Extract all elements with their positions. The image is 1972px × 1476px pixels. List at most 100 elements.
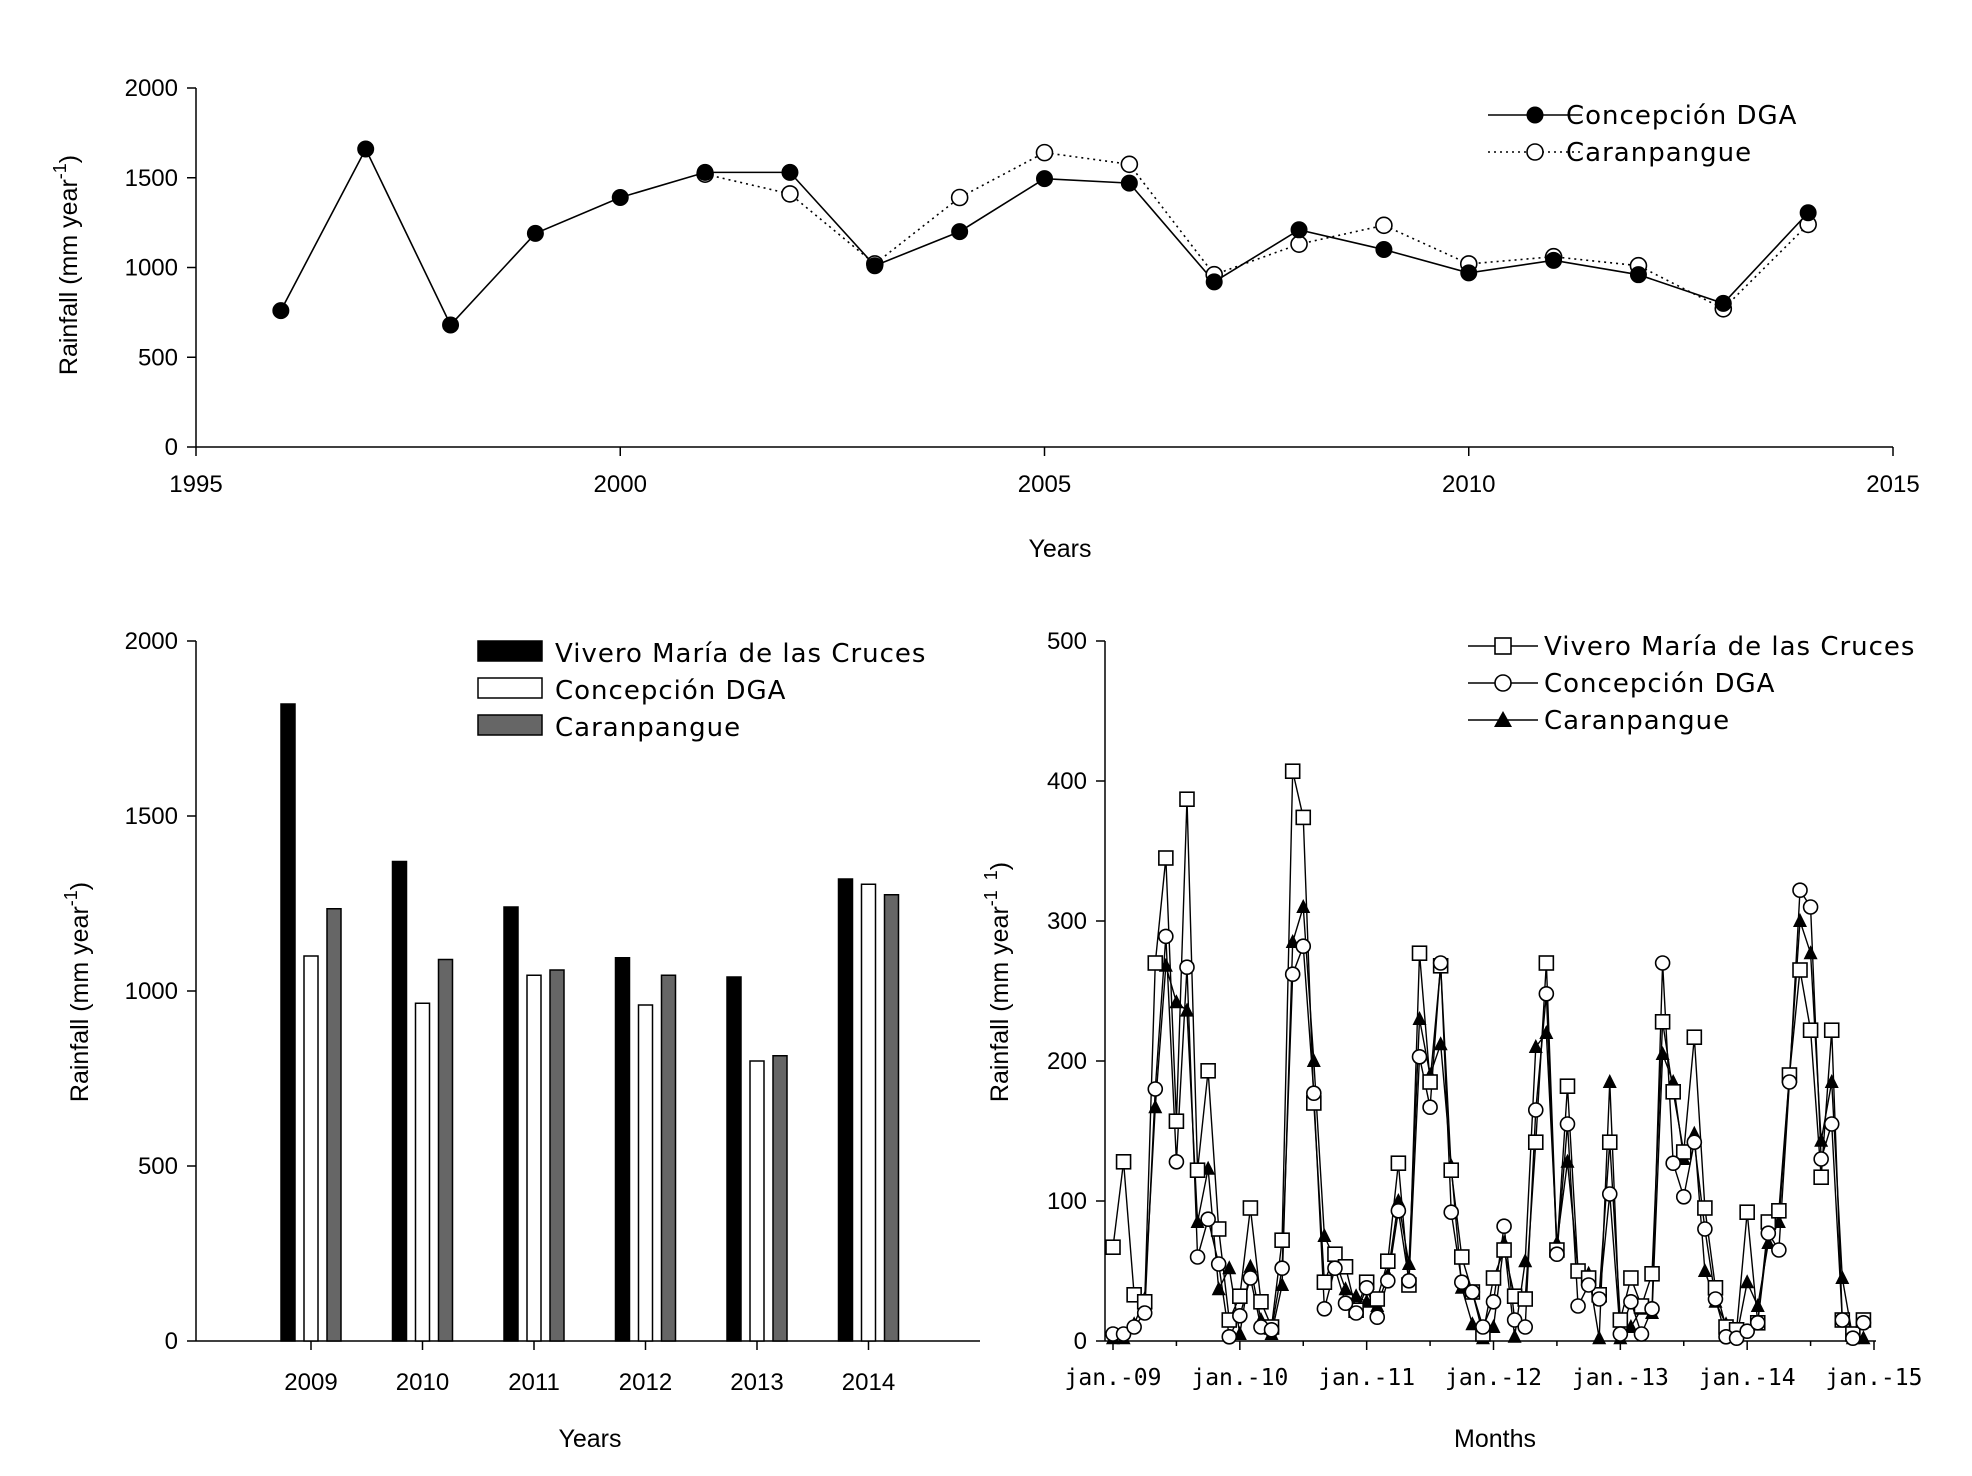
bar-y-tick-label: 0 <box>165 1328 178 1355</box>
data-point-concepcion-dga <box>781 163 799 181</box>
monthly-x-tick-label: jan.-10 <box>1191 1365 1288 1391</box>
data-point-concepcion-dga <box>696 163 714 181</box>
data-point-caranpangue <box>1835 1270 1850 1284</box>
data-point-vivero <box>1168 1113 1185 1129</box>
bar-x-tick-label: 2014 <box>842 1369 895 1396</box>
legend-filled-triangle-marker <box>1494 711 1512 727</box>
data-point-concepcion-dga <box>1432 955 1449 971</box>
data-point-vivero <box>1369 1291 1386 1307</box>
data-point-concepcion-dga <box>442 316 460 334</box>
annual-x-tick-label: 2010 <box>1442 471 1495 498</box>
data-point-concepcion-dga <box>1633 1326 1650 1342</box>
data-point-vivero <box>1527 1134 1544 1150</box>
data-point-vivero <box>1105 1239 1121 1255</box>
bar-x-tick-label: 2013 <box>730 1369 783 1396</box>
bar-caranpangue <box>883 894 900 1342</box>
data-point-caranpangue <box>1433 1036 1448 1051</box>
annual-y-axis-label: Rainfall (mm year-1) <box>50 155 83 375</box>
data-point-concepcion-dga <box>1464 1284 1481 1300</box>
bar-concepcion-dga <box>637 1004 654 1342</box>
data-point-concepcion-dga <box>1401 1273 1417 1289</box>
legend-label: Concepción DGA <box>1566 101 1797 131</box>
legend-entry-caranpangue: Caranpangue <box>1468 706 1730 736</box>
annual-y-tick-label: 1000 <box>125 255 178 282</box>
data-point-vivero <box>1802 1022 1819 1039</box>
annual-y-axis-label-close: ) <box>55 155 83 163</box>
data-point-caranpangue <box>1317 1228 1332 1242</box>
data-point-caranpangue <box>1169 994 1184 1009</box>
data-point-caranpangue <box>1507 1328 1522 1343</box>
bar-x-axis-label: Years <box>558 1425 621 1453</box>
data-point-concepcion-dga <box>526 224 544 242</box>
data-point-caranpangue <box>1560 1153 1575 1168</box>
monthly-y-tick-label: 400 <box>1047 768 1087 795</box>
data-point-concepcion-dga <box>1591 1291 1607 1307</box>
bar-y-axis-label-close: ) <box>66 882 94 890</box>
monthly-y-tick-label: 300 <box>1047 908 1087 935</box>
legend-label: Caranpangue <box>555 713 741 743</box>
data-point-concepcion-dga <box>1036 170 1053 188</box>
data-point-caranpangue <box>1655 1046 1670 1060</box>
annual-y-axis-label-main: Rainfall (mm year <box>55 179 83 375</box>
data-point-caranpangue <box>1190 1214 1205 1228</box>
bar-rainfall-chart: 0 500 1000 1500 2000 2009 2010 2011 2012 2013 2014… <box>61 628 980 1453</box>
data-point-concepcion-dga <box>1242 1270 1259 1286</box>
data-point-concepcion-dga <box>1485 1294 1502 1310</box>
bar-concepcion-dga <box>414 1002 431 1342</box>
data-point-vivero <box>1316 1274 1333 1290</box>
monthly-y-tick-label: 200 <box>1047 1048 1087 1075</box>
monthly-plot-area: 0 100 200 300 400 500 jan.-09 jan.-10 jan.-11 jan… <box>1047 628 1923 1391</box>
legend-swatch-black <box>477 640 543 662</box>
data-point-concepcion-dga <box>1739 1323 1755 1339</box>
data-point-concepcion-dga <box>1559 1116 1576 1132</box>
data-point-concepcion-dga <box>1390 1203 1407 1219</box>
data-point-concepcion-dga <box>1358 1280 1375 1296</box>
bar-vivero <box>837 878 854 1342</box>
monthly-y-axis-label: Rainfall (mm year-1 1) <box>981 862 1014 1102</box>
bar-y-tick-label: 500 <box>138 1153 178 1180</box>
data-point-caranpangue <box>1528 1039 1543 1053</box>
bar-y-tick-label: 2000 <box>125 628 178 655</box>
data-point-concepcion-dga <box>1232 1308 1248 1324</box>
data-point-vivero <box>1771 1203 1787 1219</box>
legend-label: Vivero María de las Cruces <box>1544 632 1915 662</box>
data-point-concepcion-dga <box>1411 1049 1428 1065</box>
data-point-concepcion-dga <box>1545 251 1563 269</box>
bar-vivero <box>391 860 408 1342</box>
legend-label: Caranpangue <box>1544 706 1730 736</box>
data-point-concepcion-dga <box>1327 1260 1343 1276</box>
data-point-caranpangue <box>1761 1235 1776 1249</box>
data-point-caranpangue <box>950 188 969 207</box>
annual-x-tick-label: 1995 <box>169 471 222 498</box>
data-point-concepcion-dga <box>1570 1298 1586 1314</box>
data-point-vivero <box>1686 1029 1703 1045</box>
data-point-caranpangue <box>1412 1011 1427 1025</box>
annual-y-axis-label-sup: -1 <box>50 163 70 179</box>
data-point-vivero <box>1823 1022 1840 1039</box>
data-point-caranpangue <box>1793 913 1808 927</box>
bar-concepcion-dga <box>749 1060 765 1342</box>
monthly-y-axis-label-close: ) <box>986 862 1014 870</box>
data-point-vivero <box>1284 763 1301 780</box>
bar-y-tick-label: 1000 <box>125 978 178 1005</box>
data-point-concepcion-dga <box>611 188 629 206</box>
legend-swatch-gray <box>477 714 543 736</box>
data-point-vivero <box>1380 1253 1396 1269</box>
bar-x-tick-label: 2011 <box>508 1369 560 1396</box>
bar-concepcion-dga <box>526 974 542 1342</box>
legend-label: Concepción DGA <box>1544 669 1775 699</box>
data-point-concepcion-dga <box>1205 273 1223 291</box>
data-point-vivero <box>1232 1288 1248 1304</box>
data-point-vivero <box>1538 955 1555 971</box>
data-point-concepcion-dga <box>1760 1225 1777 1241</box>
data-point-caranpangue <box>1148 1099 1163 1114</box>
bar-vivero <box>503 906 519 1342</box>
data-point-caranpangue <box>1338 1281 1353 1296</box>
data-point-vivero <box>1158 850 1174 866</box>
bar-vivero <box>614 957 631 1342</box>
data-point-concepcion-dga <box>1781 1074 1798 1090</box>
data-point-vivero <box>1200 1063 1216 1079</box>
bar-vivero <box>726 976 742 1342</box>
legend-label: Concepción DGA <box>555 676 786 706</box>
